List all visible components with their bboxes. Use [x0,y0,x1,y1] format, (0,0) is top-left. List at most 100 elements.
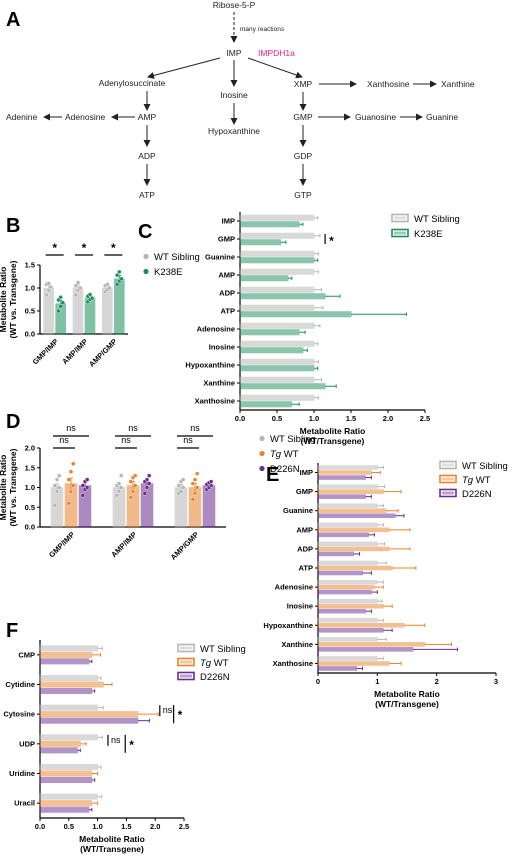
data-point [80,493,86,498]
y-tick-label: Guanine [205,253,235,262]
y-tick-label: 0.0 [25,523,35,532]
y-tick-label: Xanthosine [195,397,235,406]
x-tick-label: 3 [494,677,498,686]
node-gdp: GDP [294,151,313,161]
y-tick-label: UDP [19,739,35,748]
y-tick-label: ADP [297,544,313,553]
data-point [70,461,76,466]
significance-mark: ns [183,435,193,445]
significance-mark: ns [59,435,69,445]
x-tick-label: 1 [375,677,379,686]
y-tick-label: ADP [219,289,235,298]
node-adenylosuccinate: Adenylosuccinate [99,78,166,88]
data-point [44,292,49,298]
x-tick-label: 1.5 [346,414,356,423]
x-tick-label: 1.5 [121,822,131,831]
y-tick-label: GMP [296,487,313,496]
data-point [178,489,184,494]
x-tick-label: 0.5 [64,822,74,831]
chart-d: 0.0 0.5 1.0 1.5 2.0 GMP/IMP AMP/IMP AMP/GMP Meta… [0,423,316,562]
legend-wt-sibling-marker [259,435,265,442]
bar [239,401,293,408]
legend-tg-wt-swatch-fill [180,660,192,664]
bar [317,617,378,623]
significance-mark: ns [128,423,138,433]
bar [317,503,378,509]
y-tick-label: Guanine [283,506,313,515]
significance-mark: ns [121,435,131,445]
bar [102,287,113,335]
legend-wt-sibling-label: WT Sibling [462,461,508,472]
data-point [46,281,51,286]
bar [239,286,315,293]
bar [239,358,315,365]
data-point [56,308,61,314]
data-point [68,469,74,474]
data-point [208,479,214,484]
bar [317,598,378,604]
data-point [84,477,90,482]
data-point [48,284,54,290]
legend-d226n-swatch [439,488,457,498]
data-point [118,485,124,490]
arrow-imp-adenylosuccinate [147,57,221,79]
x-tick-label: AMP/IMP [60,337,89,366]
bar [114,278,125,335]
data-point [57,485,62,490]
significance-mark: ns [190,423,200,433]
data-point [105,282,110,287]
legend-wt-sibling-swatch [177,643,195,653]
data-point [57,473,62,478]
bar [39,800,93,807]
bar [317,666,357,671]
legend-wt-sibling-label: WT Sibling [154,252,200,263]
bar [239,257,315,264]
data-point [73,283,79,288]
y-tick-label: 1.0 [25,483,35,492]
data-point [194,485,200,490]
data-point [146,473,152,478]
y-tick-label: Cytidine [5,680,35,689]
panel-label-a: A [6,9,20,31]
bar [317,656,378,661]
data-point [54,477,60,482]
bar [317,527,390,533]
legend-tg-wt-marker [259,450,265,457]
bar [39,770,93,777]
bar [239,293,326,300]
legend-d226n-label: D226N [462,489,492,500]
node-ribose: Ribose-5-P [213,0,256,10]
significance-mark: * [111,241,116,255]
legend-d226n-label: D226N [200,672,230,683]
legend-tg-wt-label: Tg WT [462,475,491,486]
bar [317,484,378,489]
x-tick-label: 0.5 [272,414,282,423]
y-tick-label: Hypoxanthine [185,361,235,370]
node-hypoxanthine: Hypoxanthine [208,126,260,136]
legend-d226n-swatch-fill [442,491,454,495]
bar [317,584,375,590]
bar [239,311,352,318]
bar [317,513,396,519]
x-tick-label: GMP/IMP [31,337,60,366]
data-point [52,503,57,508]
bar [317,661,390,666]
bar [317,608,366,614]
data-point [73,292,79,298]
node-atp: ATP [139,190,155,200]
bar [239,347,304,354]
significance-mark: * [329,234,334,248]
node-adenosine: Adenosine [65,112,105,122]
bar [239,383,326,390]
data-point [75,280,81,285]
x-tick-label: AMP/GMP [87,337,119,369]
data-point [176,483,182,488]
node-guanosine: Guanosine [355,112,396,122]
y-tick-label: Xanthosine [273,659,313,668]
bar [317,627,384,633]
bar [39,740,81,747]
node-imp: IMP [226,48,241,58]
bar [239,340,315,347]
